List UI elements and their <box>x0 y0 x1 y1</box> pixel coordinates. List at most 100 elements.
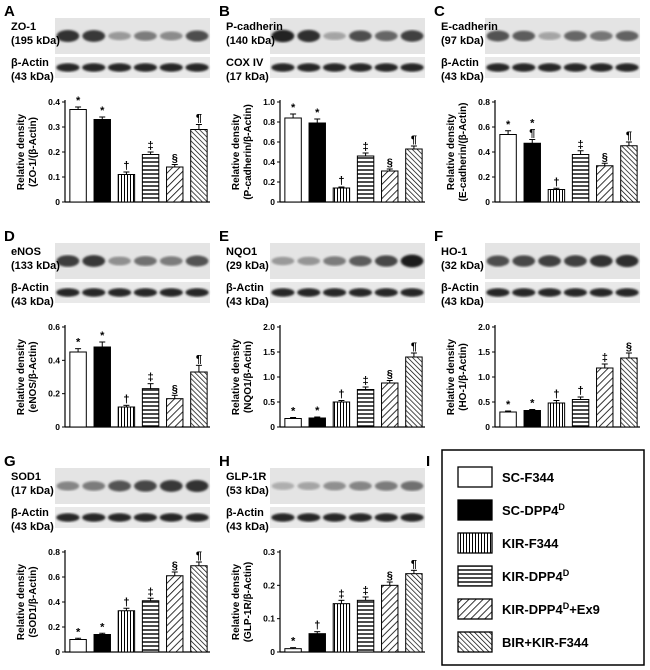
target-band <box>374 30 398 42</box>
legend: I SC-F344 SC-DPP4D KIR-F344 KIR-DPP4D KIR-DPP… <box>426 449 645 666</box>
significance-mark: † <box>123 393 129 405</box>
control-band <box>486 63 510 72</box>
bar-5 <box>166 398 184 428</box>
bar-6 <box>190 129 208 203</box>
control-protein-label: β-Actin <box>11 507 49 519</box>
y-axis-label: Relative density <box>16 113 27 190</box>
legend-swatch <box>457 598 493 620</box>
panel-label: D <box>4 228 15 245</box>
y-tick-label: 0.8 <box>263 117 275 127</box>
control-band <box>107 288 132 297</box>
control-band <box>297 513 321 522</box>
significance-mark: ‡ <box>338 588 344 600</box>
bar-4 <box>141 388 160 428</box>
y-tick-label: 0.6 <box>478 122 490 132</box>
bar-4 <box>141 600 160 653</box>
control-blot <box>485 282 640 303</box>
panel-label: A <box>4 3 15 20</box>
significance-mark: ‡ <box>148 372 154 384</box>
bar-3 <box>117 174 136 203</box>
target-band <box>56 481 80 491</box>
target-band <box>564 30 587 42</box>
bar-5 <box>596 367 614 428</box>
control-band <box>271 288 295 297</box>
target-band <box>349 30 372 42</box>
control-band <box>348 63 373 72</box>
control-band <box>107 63 132 72</box>
bar-2 <box>308 417 326 428</box>
target-kda-label: (17 kDa) <box>11 485 54 497</box>
y-tick-label: 2.0 <box>263 322 275 332</box>
y-tick-label: 0.4 <box>263 157 275 167</box>
significance-mark: ‡ <box>148 140 154 152</box>
control-band <box>537 288 562 297</box>
control-protein-label: β-Actin <box>11 57 49 69</box>
y-tick-label: 1.0 <box>263 372 275 382</box>
bar-6 <box>620 357 638 428</box>
control-blot <box>55 57 210 78</box>
y-tick-label: 0.4 <box>48 355 60 365</box>
y-tick-label: 0.4 <box>48 97 60 107</box>
y-tick-label: 0.2 <box>263 177 275 187</box>
significance-mark: † <box>578 385 584 397</box>
target-protein-label: ZO-1 <box>11 21 36 33</box>
control-kda-label: (17 kDa) <box>226 71 269 83</box>
control-blot <box>270 282 425 303</box>
y-axis-label: (eNOS/β-Actin) <box>28 341 39 412</box>
y-tick-label: 0.5 <box>263 397 275 407</box>
target-blot <box>485 18 640 54</box>
target-band <box>486 255 510 267</box>
control-band <box>107 513 132 522</box>
control-kda-label: (43 kDa) <box>441 71 484 83</box>
target-kda-label: (53 kDa) <box>226 485 269 497</box>
legend-swatch <box>457 565 493 587</box>
significance-mark: * <box>100 621 105 633</box>
control-band <box>322 288 347 297</box>
significance-mark: † <box>123 160 129 172</box>
bar-6 <box>190 371 208 428</box>
control-band <box>486 288 510 297</box>
legend-label: SC-F344 <box>502 470 555 485</box>
panel-label: B <box>219 3 230 20</box>
y-axis-label: Relative density <box>446 113 457 190</box>
control-kda-label: (43 kDa) <box>226 521 269 533</box>
target-band <box>512 30 536 42</box>
target-kda-label: (97 kDa) <box>441 35 484 47</box>
y-tick-label: 1.0 <box>263 97 275 107</box>
control-blot <box>55 282 210 303</box>
bar-1 <box>284 117 302 203</box>
significance-mark: § <box>387 157 393 169</box>
target-band <box>538 255 561 267</box>
target-band <box>349 255 372 267</box>
significance-mark: ¶ <box>196 113 202 125</box>
control-band <box>512 288 536 297</box>
y-tick-label: 0.3 <box>48 122 60 132</box>
control-protein-label: β-Actin <box>226 507 264 519</box>
control-band <box>563 63 588 72</box>
significance-mark: ‡ <box>148 586 154 598</box>
target-band <box>56 30 80 42</box>
y-tick-label: 0.6 <box>48 572 60 582</box>
control-band <box>400 63 424 72</box>
target-blot <box>485 243 640 279</box>
control-band <box>563 288 588 297</box>
target-band <box>323 256 346 266</box>
panel-label: G <box>4 453 16 470</box>
panel-label: C <box>434 3 445 20</box>
control-band <box>185 288 209 297</box>
significance-mark: * <box>291 406 296 418</box>
legend-swatch <box>457 532 493 554</box>
target-band <box>512 255 536 267</box>
panel-c: CE-cadherin (97 kDa) β-Actin (43 kDa) 0 0.2 0.… <box>434 3 640 207</box>
control-band <box>159 63 183 72</box>
target-band <box>56 255 80 267</box>
y-axis-label: Relative density <box>231 338 242 415</box>
y-tick-label: 0 <box>55 197 60 207</box>
significance-mark: * <box>530 398 535 410</box>
target-protein-label: P-cadherin <box>226 21 283 33</box>
target-kda-label: (29 kDa) <box>226 260 269 272</box>
